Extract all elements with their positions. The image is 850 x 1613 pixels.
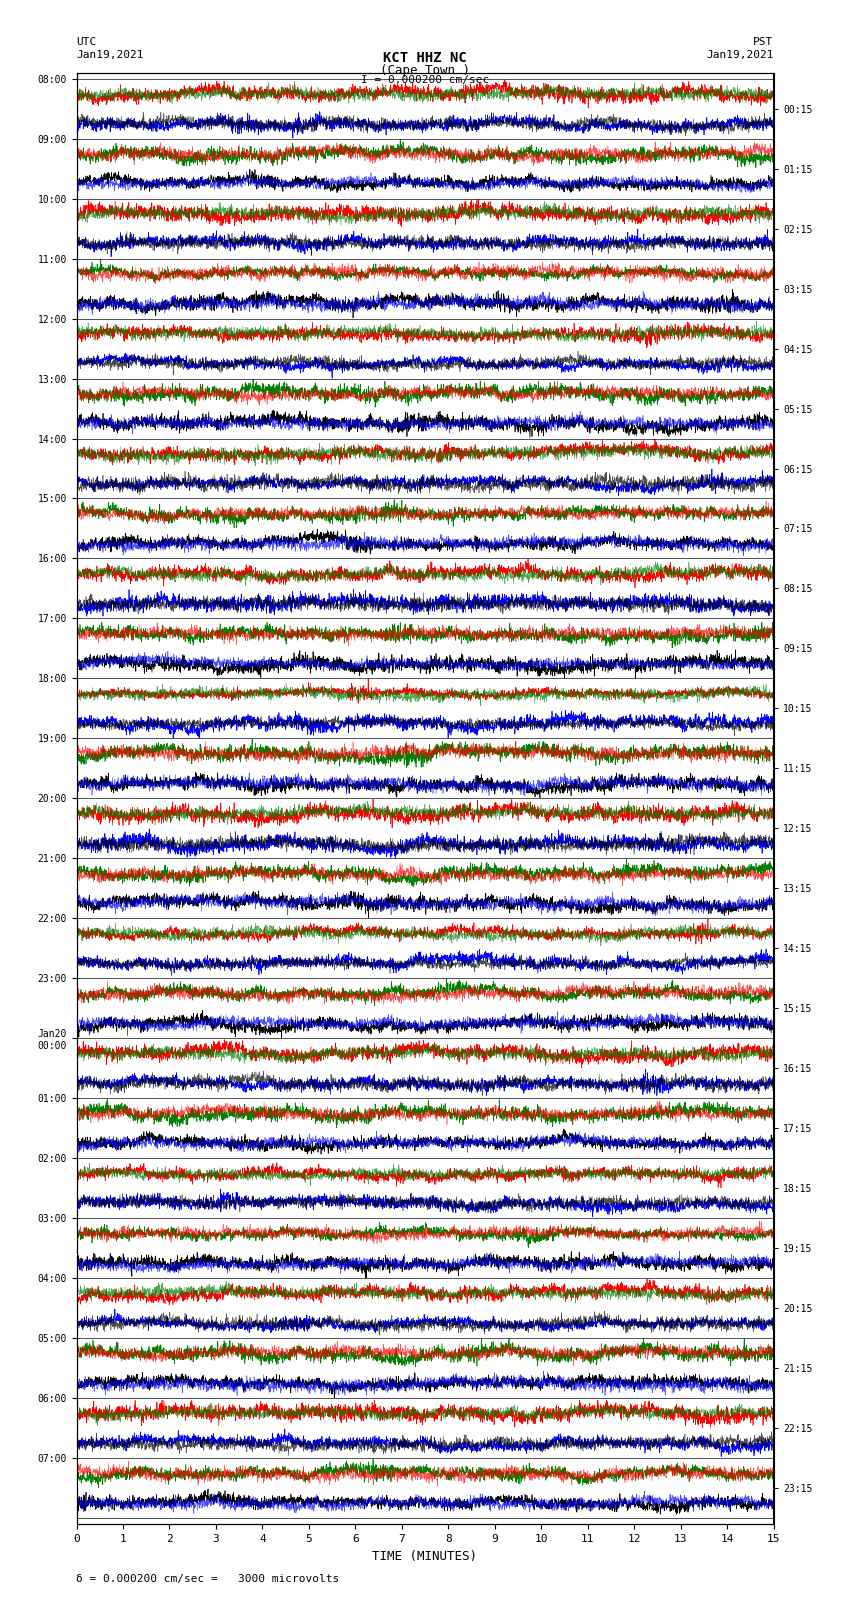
Text: KCT HHZ NC: KCT HHZ NC xyxy=(383,50,467,65)
Text: δ = 0.000200 cm/sec =   3000 microvolts: δ = 0.000200 cm/sec = 3000 microvolts xyxy=(76,1574,340,1584)
Text: UTC: UTC xyxy=(76,37,97,47)
X-axis label: TIME (MINUTES): TIME (MINUTES) xyxy=(372,1550,478,1563)
Text: Jan19,2021: Jan19,2021 xyxy=(706,50,774,60)
Text: PST: PST xyxy=(753,37,774,47)
Text: (Cape Town ): (Cape Town ) xyxy=(380,65,470,77)
Text: I = 0.000200 cm/sec: I = 0.000200 cm/sec xyxy=(361,76,489,85)
Text: Jan19,2021: Jan19,2021 xyxy=(76,50,144,60)
